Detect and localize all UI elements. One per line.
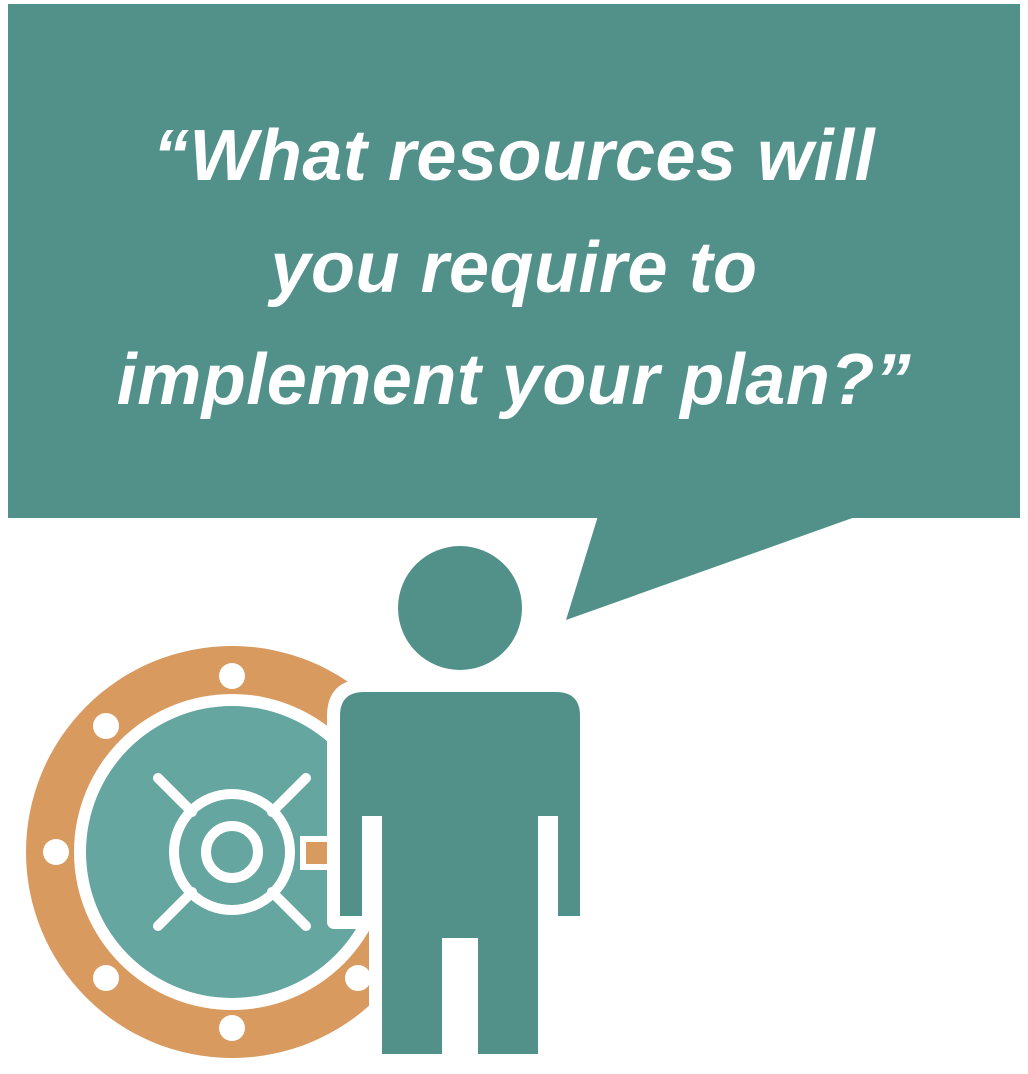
person-head (398, 546, 522, 670)
speech-bubble-tail (566, 516, 858, 620)
vault-wheel-spokes (153, 773, 311, 931)
person-body (340, 692, 580, 1054)
speech-line-2: you require to (270, 228, 758, 308)
speech-bubble-text: “What resources will you require to impl… (8, 100, 1020, 436)
speech-bubble-body (8, 4, 1020, 518)
speech-line-1: “What resources will (152, 116, 876, 196)
speech-bubble (8, 4, 1020, 620)
speech-line-3: implement your plan?” (116, 340, 912, 420)
person-icon (327, 546, 593, 1067)
vault-rivets (43, 663, 419, 1041)
